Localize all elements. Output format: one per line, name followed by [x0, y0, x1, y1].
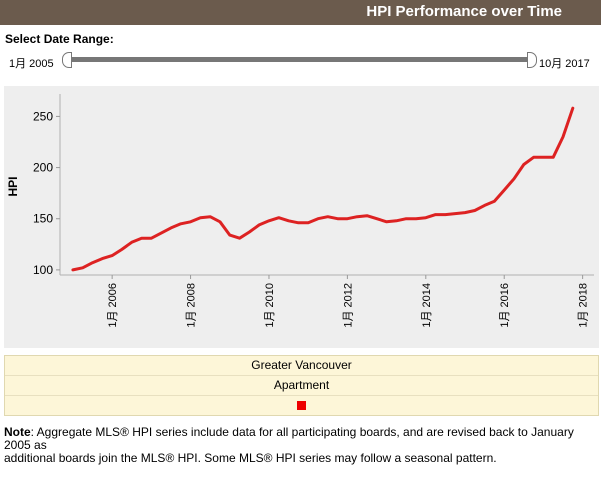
note-line-2: additional boards join the MLS® HPI. Som… — [4, 451, 497, 465]
date-range-slider-track[interactable] — [66, 57, 532, 62]
x-tick-label: 1月 2006 — [107, 283, 119, 328]
slider-start-label: 1月 2005 — [9, 58, 54, 70]
y-axis-label: HPI — [6, 176, 20, 196]
footnote: Note: Aggregate MLS® HPI series include … — [4, 426, 594, 465]
legend-swatch-row — [5, 396, 598, 415]
x-tick-label: 1月 2008 — [186, 283, 198, 328]
legend-table: Greater Vancouver Apartment — [4, 355, 599, 416]
note-line-1: : Aggregate MLS® HPI series include data… — [4, 425, 578, 452]
legend-property-type: Apartment — [5, 376, 598, 396]
x-tick-label: 1月 2016 — [499, 283, 511, 328]
slider-start-handle[interactable] — [62, 52, 72, 68]
slider-end-handle[interactable] — [527, 52, 537, 68]
x-tick-label: 1月 2010 — [264, 283, 276, 328]
note-prefix: Note — [4, 425, 31, 439]
x-tick-label: 1月 2018 — [578, 283, 590, 328]
y-tick-label: 150 — [33, 212, 53, 226]
x-tick-label: 1月 2014 — [421, 283, 433, 328]
chart-panel: 100 150 200 250 HPI 1月 2006 1月 2008 1月 2010 1月 2… — [4, 86, 599, 348]
y-tick-label: 100 — [33, 263, 53, 277]
slider-end-label: 10月 2017 — [539, 58, 590, 70]
header-bar: HPI Performance over Time — [0, 0, 601, 25]
y-tick-label: 200 — [33, 161, 53, 175]
date-range-label: Select Date Range: — [5, 32, 114, 46]
y-tick-label: 250 — [33, 109, 53, 123]
hpi-line-chart: 100 150 200 250 HPI 1月 2006 1月 2008 1月 2010 1月 2… — [6, 94, 594, 328]
x-tick-label: 1月 2012 — [342, 283, 354, 328]
hpi-series-line — [71, 106, 575, 272]
page-title: HPI Performance over Time — [366, 3, 562, 20]
legend-region: Greater Vancouver — [5, 356, 598, 376]
legend-swatch — [297, 401, 306, 411]
